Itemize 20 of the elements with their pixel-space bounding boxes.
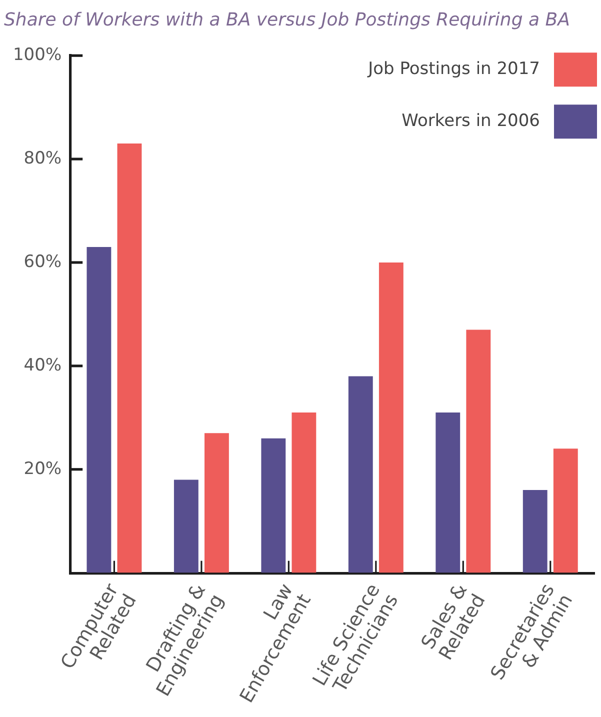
bar	[466, 330, 491, 573]
bar	[174, 480, 198, 573]
legend-label: Job Postings in 2017	[367, 59, 540, 80]
bar	[86, 246, 112, 573]
legend-label: Workers in 2006	[402, 111, 540, 132]
bar	[261, 438, 286, 573]
bar	[348, 376, 373, 573]
chart-title: Share of Workers with a BA versus Job Postings Requiring a BA	[4, 9, 570, 30]
y-tick-label: 40%	[24, 355, 62, 376]
bar	[378, 262, 404, 573]
y-tick-label: 20%	[24, 458, 62, 479]
bar	[436, 412, 460, 573]
bar	[292, 412, 316, 573]
y-tick-label: 100%	[12, 45, 62, 66]
bar	[204, 433, 229, 573]
y-tick-label: 60%	[24, 252, 62, 272]
y-tick-label: 80%	[24, 148, 62, 168]
bar	[117, 144, 142, 573]
bar	[522, 490, 548, 573]
bar	[553, 448, 578, 573]
